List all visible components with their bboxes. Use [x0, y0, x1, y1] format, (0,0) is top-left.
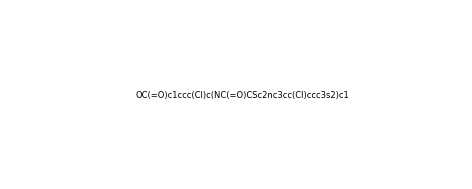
Text: OC(=O)c1ccc(Cl)c(NC(=O)CSc2nc3cc(Cl)ccc3s2)c1: OC(=O)c1ccc(Cl)c(NC(=O)CSc2nc3cc(Cl)ccc3… — [135, 91, 349, 100]
